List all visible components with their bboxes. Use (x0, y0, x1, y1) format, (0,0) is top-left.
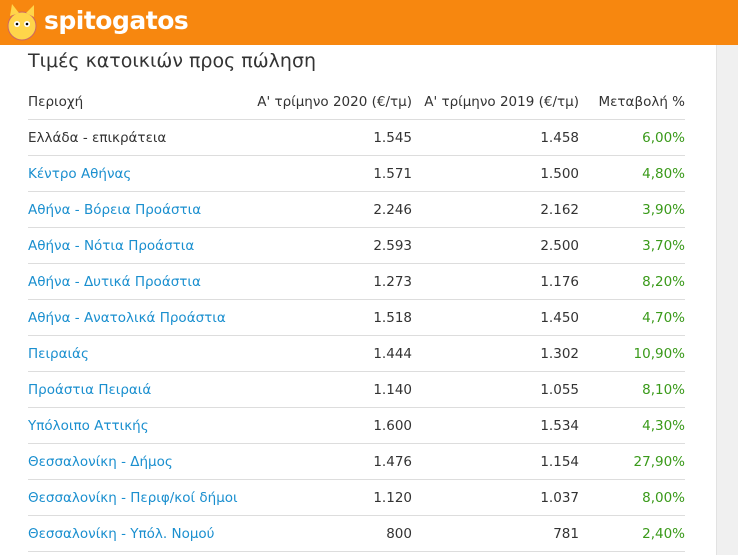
change-cell: 3,70% (579, 227, 685, 264)
table-row: Θεσσαλονίκη - Περιφ/κοί δήμοι 1.120 1.037 8… (28, 479, 685, 516)
price-cell: 1.600 (252, 407, 412, 444)
price-cell: 1.037 (412, 479, 579, 516)
price-cell: 1.458 (412, 119, 579, 156)
change-cell: 4,70% (579, 299, 685, 336)
table-row: Αθήνα - Νότια Προάστια 2.593 2.500 3,70% (28, 227, 685, 264)
change-cell: 27,90% (579, 443, 685, 480)
price-cell: 1.534 (412, 407, 579, 444)
table-row: Θεσσαλονίκη - Δήμος 1.476 1.154 27,90% (28, 443, 685, 480)
price-cell: 1.120 (252, 479, 412, 516)
change-cell: 4,30% (579, 407, 685, 444)
logo[interactable]: spitogatos (44, 6, 189, 35)
region-cell[interactable]: Πειραιάς (28, 335, 252, 372)
price-table: Περιοχή Α' τρίμηνο 2020 (€/τμ) Α' τρίμηνο … (28, 84, 685, 552)
column-header: Α' τρίμηνο 2019 (€/τμ) (412, 84, 579, 120)
region-cell[interactable]: Υπόλοιπο Αττικής (28, 407, 252, 444)
table-row: Θεσσαλονίκη - Υπόλ. Νομού 800 781 2,40% (28, 515, 685, 552)
change-cell: 8,20% (579, 263, 685, 300)
column-header: Περιοχή (28, 84, 252, 120)
table-row: Αθήνα - Ανατολικά Προάστια 1.518 1.450 4,70… (28, 299, 685, 336)
table-row: Ελλάδα - επικράτεια 1.545 1.458 6,00% (28, 119, 685, 156)
region-cell[interactable]: Θεσσαλονίκη - Περιφ/κοί δήμοι (28, 479, 252, 516)
change-cell: 2,40% (579, 515, 685, 552)
change-cell: 4,80% (579, 155, 685, 192)
top-bar: spitogatos (0, 0, 738, 45)
change-cell: 8,00% (579, 479, 685, 516)
price-cell: 1.273 (252, 263, 412, 300)
price-cell: 1.055 (412, 371, 579, 408)
column-header: Μεταβολή % (579, 84, 685, 120)
price-cell: 2.593 (252, 227, 412, 264)
logo-icon (7, 4, 37, 41)
table-row: Πειραιάς 1.444 1.302 10,90% (28, 335, 685, 372)
price-cell: 1.176 (412, 263, 579, 300)
column-header: Α' τρίμηνο 2020 (€/τμ) (252, 84, 412, 120)
region-cell: Ελλάδα - επικράτεια (28, 119, 252, 156)
table-row: Υπόλοιπο Αττικής 1.600 1.534 4,30% (28, 407, 685, 444)
price-cell: 1.500 (412, 155, 579, 192)
region-cell[interactable]: Θεσσαλονίκη - Υπόλ. Νομού (28, 515, 252, 552)
region-cell[interactable]: Αθήνα - Δυτικά Προάστια (28, 263, 252, 300)
region-cell[interactable]: Αθήνα - Βόρεια Προάστια (28, 191, 252, 228)
price-cell: 1.571 (252, 155, 412, 192)
price-cell: 1.450 (412, 299, 579, 336)
price-cell: 1.476 (252, 443, 412, 480)
price-cell: 800 (252, 515, 412, 552)
region-cell[interactable]: Θεσσαλονίκη - Δήμος (28, 443, 252, 480)
table-row: Κέντρο Αθήνας 1.571 1.500 4,80% (28, 155, 685, 192)
price-cell: 1.518 (252, 299, 412, 336)
region-cell[interactable]: Αθήνα - Νότια Προάστια (28, 227, 252, 264)
price-cell: 2.246 (252, 191, 412, 228)
region-cell[interactable]: Κέντρο Αθήνας (28, 155, 252, 192)
change-cell: 3,90% (579, 191, 685, 228)
change-cell: 8,10% (579, 371, 685, 408)
page-title: Τιμές κατοικιών προς πώληση (28, 50, 317, 72)
price-cell: 2.500 (412, 227, 579, 264)
table-row: Προάστια Πειραιά 1.140 1.055 8,10% (28, 371, 685, 408)
price-cell: 1.545 (252, 119, 412, 156)
price-cell: 1.302 (412, 335, 579, 372)
price-cell: 781 (412, 515, 579, 552)
price-cell: 2.162 (412, 191, 579, 228)
scrollbar (716, 45, 738, 555)
region-cell[interactable]: Προάστια Πειραιά (28, 371, 252, 408)
table-row: Αθήνα - Βόρεια Προάστια 2.246 2.162 3,90% (28, 191, 685, 228)
price-cell: 1.444 (252, 335, 412, 372)
change-cell: 6,00% (579, 119, 685, 156)
change-cell: 10,90% (579, 335, 685, 372)
region-cell[interactable]: Αθήνα - Ανατολικά Προάστια (28, 299, 252, 336)
header-row: Περιοχή Α' τρίμηνο 2020 (€/τμ) Α' τρίμηνο … (28, 84, 685, 120)
price-cell: 1.140 (252, 371, 412, 408)
table-row: Αθήνα - Δυτικά Προάστια 1.273 1.176 8,20% (28, 263, 685, 300)
price-cell: 1.154 (412, 443, 579, 480)
